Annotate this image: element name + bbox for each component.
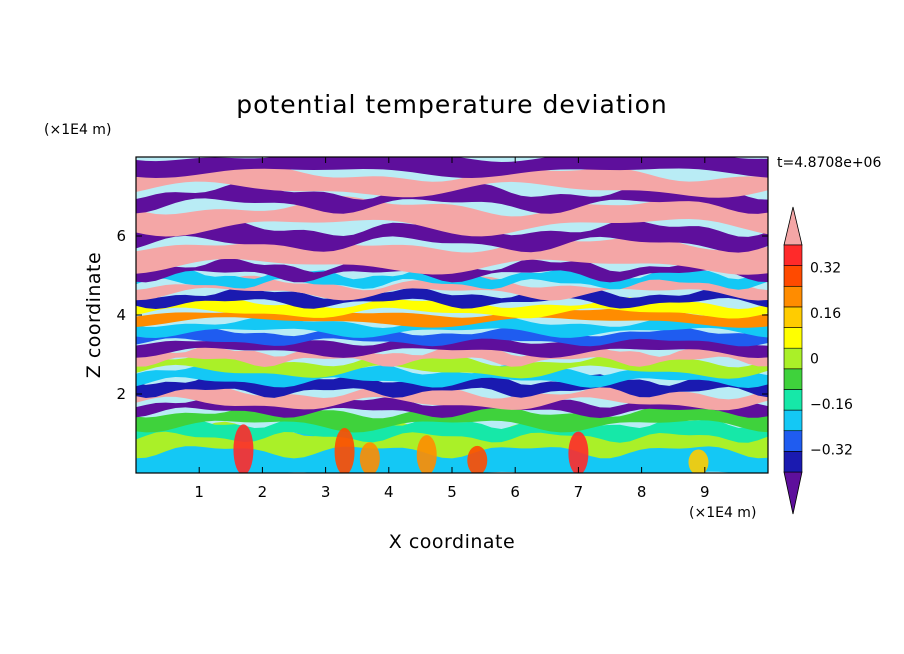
x-tick-label: 8 bbox=[637, 483, 647, 501]
colorbar-tick-label: −0.32 bbox=[810, 442, 853, 458]
contour-band bbox=[136, 316, 768, 338]
colorbar-swatch bbox=[783, 389, 803, 411]
x-tick-label: 6 bbox=[510, 483, 520, 501]
contour-band bbox=[136, 165, 768, 198]
x-axis-label: X coordinate bbox=[389, 531, 515, 553]
contour-band bbox=[136, 345, 768, 367]
contour-band bbox=[136, 334, 768, 358]
x-tick-label: 2 bbox=[258, 483, 268, 501]
colorbar-tick-label: 0.16 bbox=[810, 306, 841, 322]
warm-plume bbox=[467, 445, 488, 473]
contour-band bbox=[136, 157, 768, 178]
contour-band bbox=[136, 396, 768, 418]
colorbar-tick-label: 0.32 bbox=[810, 261, 841, 277]
x-tick-label: 9 bbox=[700, 483, 710, 501]
warm-plume bbox=[334, 427, 355, 473]
contour-band bbox=[136, 417, 768, 443]
chart-title: potential temperature deviation bbox=[236, 90, 667, 119]
y-tick-label: 4 bbox=[116, 306, 126, 324]
colorbar-swatch bbox=[783, 430, 803, 452]
colorbar-swatch bbox=[783, 451, 803, 473]
time-label: t=4.8708e+06 bbox=[777, 155, 881, 171]
colorbar-swatch bbox=[783, 327, 803, 349]
x-tick-label: 5 bbox=[447, 483, 457, 501]
colorbar-tick-label: 0 bbox=[810, 352, 819, 368]
contour-band bbox=[136, 182, 768, 214]
contour-band bbox=[136, 421, 768, 459]
colorbar-swatch bbox=[783, 244, 803, 266]
x-tick-label: 4 bbox=[384, 483, 394, 501]
colorbar-extend-high bbox=[783, 206, 803, 246]
colorbar-swatch bbox=[783, 306, 803, 328]
colorbar-extend-low bbox=[783, 471, 803, 515]
y-unit-label: (×1E4 m) bbox=[44, 122, 111, 138]
colorbar: 0.32 0.16 0 −0.16 −0.32 bbox=[783, 206, 853, 515]
colorbar-swatch bbox=[783, 265, 803, 287]
warm-plume bbox=[416, 435, 437, 473]
contour-band bbox=[136, 287, 768, 309]
contour-band bbox=[136, 195, 768, 237]
contour-band bbox=[136, 219, 768, 253]
contour-band bbox=[136, 364, 768, 388]
y-tick-label: 2 bbox=[116, 385, 126, 403]
colorbar-tick-label: −0.16 bbox=[810, 397, 853, 413]
warm-plume bbox=[688, 449, 709, 473]
warm-plume bbox=[233, 424, 254, 473]
warm-plume bbox=[359, 442, 380, 473]
colorbar-swatch bbox=[783, 285, 803, 308]
x-axis-ticks: 1 2 3 4 5 6 7 8 9 bbox=[194, 157, 710, 501]
contour-band bbox=[136, 352, 768, 379]
contour-plot bbox=[136, 157, 768, 473]
x-tick-label: 3 bbox=[321, 483, 331, 501]
colorbar-swatch bbox=[783, 409, 803, 432]
y-tick-label: 6 bbox=[116, 227, 126, 245]
y-axis-ticks: 2 4 6 bbox=[116, 227, 768, 403]
contour-band bbox=[136, 384, 768, 411]
contour-band bbox=[136, 327, 768, 347]
colorbar-swatch bbox=[783, 347, 803, 370]
contour-band bbox=[136, 275, 768, 301]
y-axis-label: Z coordinate bbox=[83, 252, 105, 378]
x-unit-label: (×1E4 m) bbox=[689, 505, 756, 521]
warm-plume bbox=[568, 431, 589, 473]
x-tick-label: 1 bbox=[194, 483, 204, 501]
colorbar-swatch bbox=[783, 368, 803, 390]
x-tick-label: 7 bbox=[574, 483, 584, 501]
